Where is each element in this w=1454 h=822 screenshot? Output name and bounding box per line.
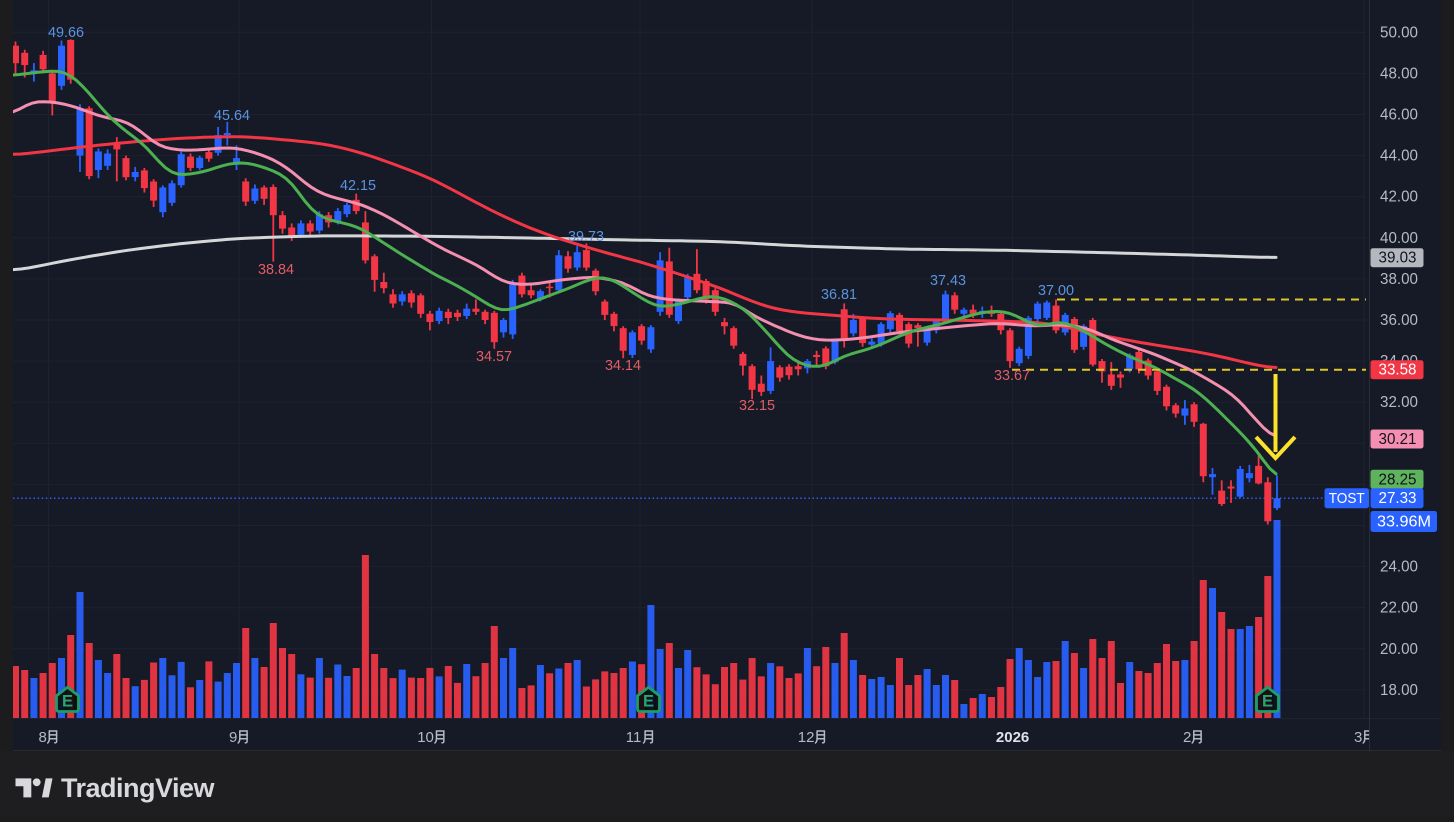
svg-text:37.00: 37.00 xyxy=(1038,282,1074,299)
svg-text:36.81: 36.81 xyxy=(821,286,857,303)
svg-text:46.00: 46.00 xyxy=(1380,107,1418,124)
svg-text:42.15: 42.15 xyxy=(340,177,376,194)
svg-text:45.64: 45.64 xyxy=(214,107,250,124)
svg-text:27.33: 27.33 xyxy=(1379,490,1417,507)
svg-text:3: 3 xyxy=(1354,729,1362,746)
svg-text:39.73: 39.73 xyxy=(568,228,604,245)
svg-text:32.15: 32.15 xyxy=(739,397,775,414)
svg-text:24.00: 24.00 xyxy=(1380,559,1418,576)
svg-text:40.00: 40.00 xyxy=(1380,230,1418,247)
svg-text:32.00: 32.00 xyxy=(1380,394,1418,411)
svg-text:50.00: 50.00 xyxy=(1380,24,1418,41)
svg-text:33.96M: 33.96M xyxy=(1377,514,1431,531)
svg-text:30.21: 30.21 xyxy=(1379,431,1417,448)
svg-text:34.14: 34.14 xyxy=(605,357,641,374)
svg-text:38.00: 38.00 xyxy=(1380,271,1418,288)
svg-text:22.00: 22.00 xyxy=(1380,600,1418,617)
svg-text:37.43: 37.43 xyxy=(930,272,966,289)
svg-text:10: 10 xyxy=(417,729,434,746)
svg-text:2: 2 xyxy=(1183,729,1191,746)
svg-text:28.25: 28.25 xyxy=(1379,471,1417,488)
svg-text:11: 11 xyxy=(626,729,642,746)
svg-text:33.58: 33.58 xyxy=(1379,362,1417,379)
svg-text:20.00: 20.00 xyxy=(1380,641,1418,658)
svg-text:12: 12 xyxy=(798,729,815,746)
svg-text:TOST: TOST xyxy=(1329,490,1365,507)
svg-text:E: E xyxy=(1262,693,1273,711)
svg-text:33.67: 33.67 xyxy=(994,367,1030,384)
svg-text:38.84: 38.84 xyxy=(258,261,294,278)
svg-text:44.00: 44.00 xyxy=(1380,148,1418,165)
svg-text:36.00: 36.00 xyxy=(1380,312,1418,329)
svg-text:TradingView: TradingView xyxy=(61,773,216,803)
svg-text:E: E xyxy=(62,693,73,711)
svg-text:42.00: 42.00 xyxy=(1380,189,1418,206)
svg-text:9: 9 xyxy=(229,729,237,746)
svg-text:E: E xyxy=(643,693,654,711)
svg-text:49.66: 49.66 xyxy=(48,24,84,41)
svg-text:2026: 2026 xyxy=(996,729,1029,746)
svg-text:8: 8 xyxy=(39,729,47,746)
svg-text:48.00: 48.00 xyxy=(1380,65,1418,82)
svg-text:18.00: 18.00 xyxy=(1380,682,1418,699)
svg-text:39.03: 39.03 xyxy=(1379,250,1417,267)
svg-text:34.57: 34.57 xyxy=(476,348,512,365)
